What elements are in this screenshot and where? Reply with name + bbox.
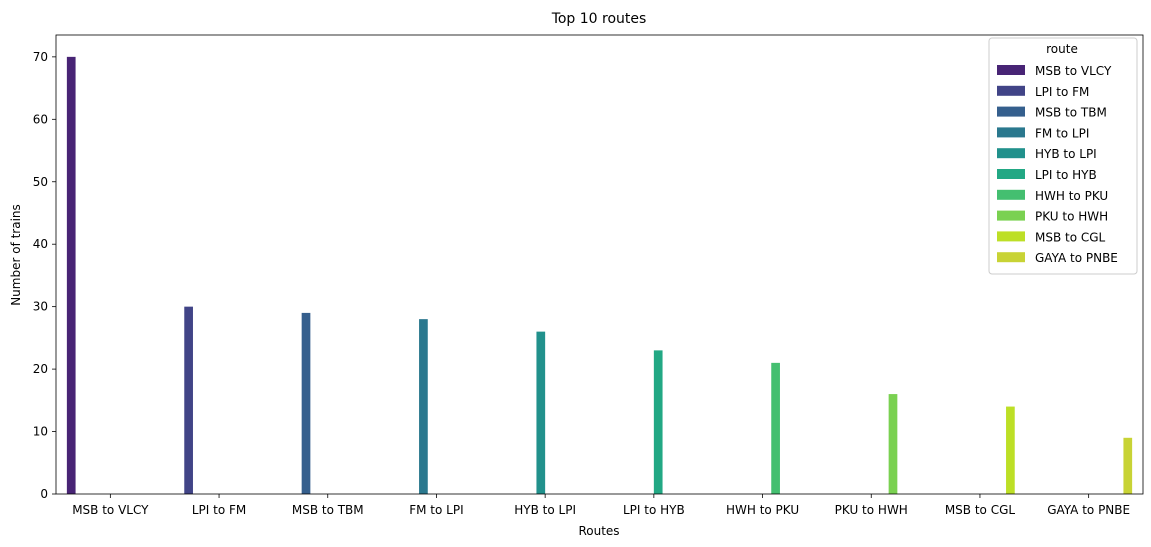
x-tick-label: LPI to FM [192, 503, 246, 517]
x-tick-label: MSB to VLCY [72, 503, 149, 517]
y-axis: 0 10 20 30 40 50 60 70 [33, 50, 56, 501]
y-tick-label: 10 [33, 425, 48, 439]
plot-area [55, 34, 1144, 495]
y-tick-label: 0 [40, 487, 48, 501]
x-tick-label: MSB to TBM [292, 503, 364, 517]
bar [301, 312, 311, 494]
legend-label: MSB to VLCY [1035, 64, 1112, 78]
legend-swatch [997, 85, 1025, 96]
legend-swatch [997, 65, 1025, 75]
bar [66, 56, 76, 495]
legend-box [988, 37, 1138, 275]
legend-label: FM to LPI [1035, 126, 1089, 140]
legend-label: HYB to LPI [1035, 147, 1097, 161]
x-axis-label: Routes [578, 524, 619, 538]
x-axis: MSB to VLCY LPI to FM MSB to TBM FM to LPI H… [72, 494, 1130, 517]
legend-label: HWH to PKU [1035, 189, 1108, 203]
x-tick-label: HWH to PKU [726, 503, 799, 517]
bar [536, 331, 546, 494]
bar [888, 394, 898, 494]
y-axis-label: Number of trains [9, 204, 23, 306]
x-tick-label: MSB to CGL [945, 503, 1016, 517]
bar [771, 362, 780, 494]
x-tick-label: GAYA to PNBE [1047, 503, 1130, 517]
bar [653, 350, 663, 494]
legend: route MSB to VLCY LPI to FM MSB to TBM FM to… [988, 37, 1138, 275]
x-tick-label: HYB to LPI [514, 503, 576, 517]
legend-label: LPI to FM [1035, 85, 1089, 99]
legend-swatch [997, 210, 1025, 221]
legend-label: LPI to HYB [1035, 168, 1097, 182]
bar [419, 319, 428, 494]
legend-swatch [997, 148, 1025, 159]
y-tick-label: 50 [33, 175, 48, 189]
legend-swatch [997, 189, 1025, 200]
chart-title: Top 10 routes [551, 11, 647, 27]
legend-swatch [997, 231, 1025, 242]
legend-label: MSB to TBM [1035, 106, 1107, 120]
x-tick-label: FM to LPI [409, 503, 463, 517]
plot-frame [55, 34, 1144, 495]
bar [1006, 406, 1015, 494]
y-tick-label: 30 [33, 300, 48, 314]
legend-label: PKU to HWH [1035, 210, 1108, 224]
legend-title: route [1046, 42, 1078, 56]
bar [184, 306, 193, 494]
y-tick-label: 60 [33, 112, 48, 126]
x-tick-label: PKU to HWH [835, 503, 908, 517]
y-tick-label: 20 [33, 362, 48, 376]
bar [1123, 437, 1133, 494]
y-tick-label: 40 [33, 237, 48, 251]
legend-swatch [997, 127, 1025, 138]
legend-label: MSB to CGL [1035, 230, 1106, 244]
legend-swatch [997, 106, 1025, 117]
legend-label: GAYA to PNBE [1035, 251, 1118, 265]
x-tick-label: LPI to HYB [623, 503, 685, 517]
legend-swatch [997, 169, 1025, 179]
y-tick-label: 70 [33, 50, 48, 64]
legend-swatch [997, 252, 1025, 263]
